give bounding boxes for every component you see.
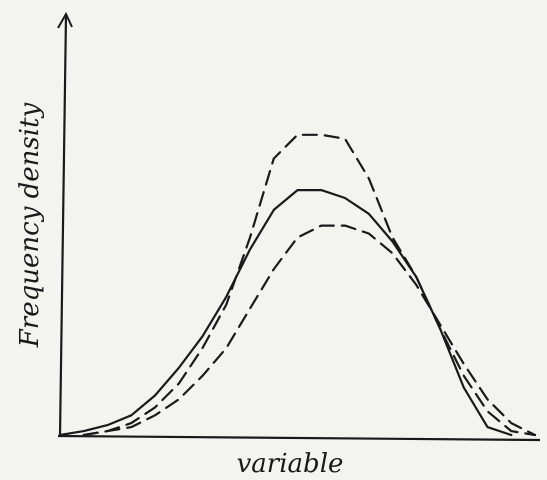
y-axis	[58, 14, 68, 437]
x-axis-label: variable	[237, 449, 344, 479]
y-axis-label: Frequency density	[15, 102, 45, 348]
y-axis-arrow	[57, 11, 73, 29]
curve	[82, 224, 537, 437]
x-axis	[57, 434, 541, 442]
curve	[82, 133, 537, 437]
